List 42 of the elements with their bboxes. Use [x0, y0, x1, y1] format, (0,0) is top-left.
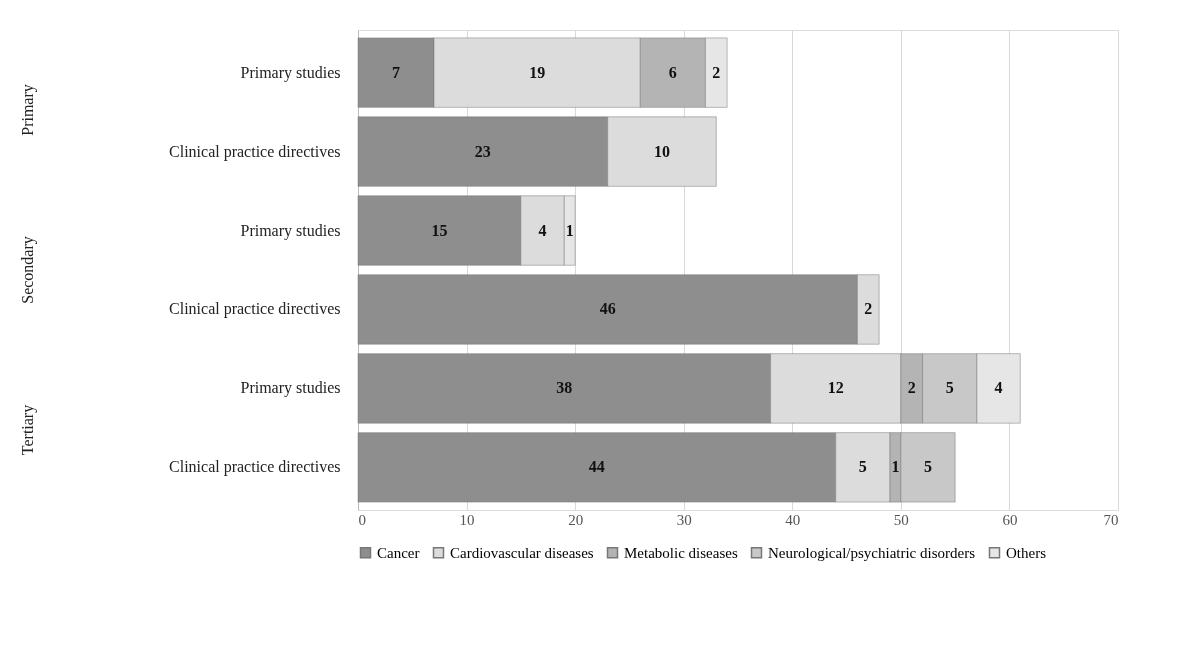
data-label: 1 [891, 458, 900, 476]
y-tick-label: Clinical practice directives [169, 458, 341, 477]
data-label: 1 [565, 221, 574, 239]
legend-label: Metabolic diseases [624, 544, 738, 561]
data-label: 15 [431, 221, 448, 239]
data-label: 4 [538, 221, 547, 239]
data-label: 5 [924, 458, 932, 476]
x-tick-label: 70 [1103, 511, 1119, 528]
data-label: 2 [712, 63, 721, 81]
data-label: 4 [994, 379, 1003, 397]
x-tick-label: 50 [893, 511, 909, 528]
legend-label: Others [1006, 544, 1047, 561]
data-label: 5 [945, 379, 954, 397]
x-tick-label: 10 [459, 511, 475, 528]
x-tick-label: 20 [568, 511, 584, 528]
x-tick-label: 40 [785, 511, 801, 528]
data-label: 46 [599, 300, 616, 318]
text: Primary [19, 84, 37, 136]
text: Tertiary [19, 404, 37, 456]
data-label: 2 [864, 300, 873, 318]
data-label: 38 [556, 379, 573, 397]
text: Secondary [19, 236, 37, 304]
data-label: 2 [907, 379, 916, 397]
data-label: 10 [654, 142, 670, 160]
data-label: 6 [668, 63, 677, 81]
x-tick-label: 60 [1002, 511, 1018, 528]
data-label: 5 [858, 458, 867, 476]
data-label: 23 [474, 142, 491, 160]
legend-label: Cancer [377, 544, 420, 561]
legend-label: Cardiovascular diseases [450, 544, 594, 561]
data-label: 44 [588, 458, 605, 476]
x-tick-label: 0 [358, 511, 366, 528]
data-label: 12 [827, 379, 844, 397]
data-label: 7 [392, 63, 400, 81]
y-tick-label: Clinical practice directives [169, 300, 341, 319]
legend-label: Neurological/psychiatric disorders [768, 544, 976, 561]
y-tick-label: Primary studies [240, 63, 341, 82]
data-label: 19 [529, 63, 546, 81]
y-tick-label: Primary studies [240, 379, 341, 398]
x-tick-label: 30 [676, 511, 692, 528]
y-tick-label: Primary studies [240, 221, 341, 240]
y-tick-label: Clinical practice directives [169, 142, 341, 161]
